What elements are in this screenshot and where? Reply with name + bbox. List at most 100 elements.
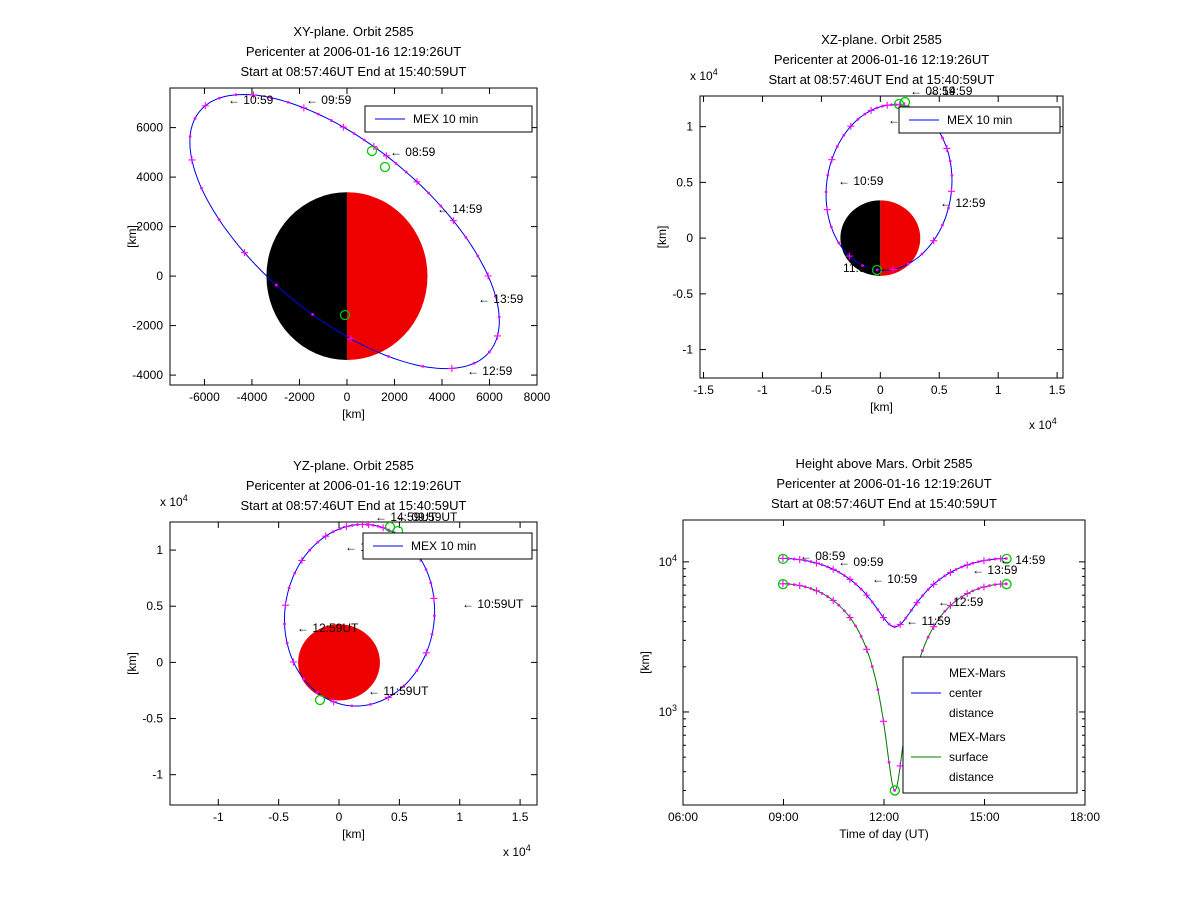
height-dot-marker xyxy=(876,608,880,612)
subplot-xy: -6000 -4000 -2000 0 2000 4000 6000 8000 -4000 -20… xyxy=(125,87,551,421)
height-dot-marker xyxy=(854,624,857,628)
y-tick-label: 4000 xyxy=(136,170,163,184)
time-annotation: ← 12:59 xyxy=(940,196,986,210)
height-dot-marker xyxy=(909,608,913,612)
x-axis-exponent: x 104 xyxy=(503,843,531,859)
orbit-plus-marker xyxy=(889,265,897,273)
y-tick-label: 0 xyxy=(156,655,163,669)
orbit-dot-marker xyxy=(826,173,830,177)
height-dot-marker xyxy=(921,649,924,653)
height-plus-marker xyxy=(963,561,971,569)
orbit-dot-marker xyxy=(387,355,390,358)
orbit-dot-marker xyxy=(394,162,398,165)
orbit-plus-marker xyxy=(281,601,289,609)
orbit-dot-marker xyxy=(285,641,289,645)
time-annotation: ← 09:59UT xyxy=(396,510,458,524)
y-tick-label: 104 xyxy=(659,553,677,569)
orbit-plus-marker xyxy=(289,658,297,666)
time-annotation: ← 09:59 xyxy=(306,93,352,107)
mars-day-half xyxy=(346,192,428,361)
plot-subtitle-pericenter: Pericenter at 2006-01-16 12:19:26UT xyxy=(773,52,990,67)
orbit-dot-marker xyxy=(906,262,910,266)
x-tick-label: -1.5 xyxy=(693,383,714,397)
time-annotation: ← 08:59 xyxy=(390,145,436,159)
subplot-height: 06:00 09:00 12:00 15:00 18:00 103 104 Time of d… xyxy=(638,519,1100,841)
y-tick-label: 103 xyxy=(659,703,677,719)
legend-entry-line: MEX-Mars xyxy=(949,666,1006,680)
height-dot-marker xyxy=(837,603,841,607)
height-dot-marker xyxy=(826,565,830,569)
orbit-plus-marker xyxy=(867,106,875,114)
orbit-dot-marker xyxy=(362,138,366,142)
y-axis-label: [km] xyxy=(125,225,139,248)
height-dot-marker xyxy=(993,557,997,561)
x-tick-label: 1 xyxy=(995,383,1002,397)
height-dot-marker xyxy=(809,560,813,564)
height-dot-marker xyxy=(809,587,813,590)
orbit-dot-marker xyxy=(487,350,491,354)
height-plus-marker xyxy=(913,599,921,607)
height-dot-marker xyxy=(803,559,807,562)
height-plus-marker xyxy=(779,554,787,562)
start-end-marker xyxy=(379,161,391,173)
height-plus-marker xyxy=(896,620,904,628)
orbit-dot-marker xyxy=(424,568,428,571)
orbit-dot-marker xyxy=(430,632,434,636)
orbit-plus-marker xyxy=(339,123,347,131)
y-axis-label: [km] xyxy=(125,652,139,675)
x-tick-label: 09:00 xyxy=(768,810,798,824)
height-dot-marker xyxy=(887,760,891,764)
height-dot-marker xyxy=(988,584,991,588)
subplot-xz-titles: XZ-plane. Orbit 2585 Pericenter at 2006-… xyxy=(700,30,1063,90)
orbit-plus-marker xyxy=(484,272,492,280)
height-dot-marker xyxy=(943,574,947,578)
start-end-marker xyxy=(314,694,326,706)
orbit-plus-marker xyxy=(384,693,392,701)
height-dot-marker xyxy=(859,587,863,591)
height-plus-marker xyxy=(863,591,871,599)
time-annotation: ← 09:59 xyxy=(838,555,884,569)
y-tick-label: -0.5 xyxy=(672,287,693,301)
orbit-dot-marker xyxy=(330,119,333,122)
orbit-markers xyxy=(188,91,501,372)
orbit-dot-marker xyxy=(217,218,221,222)
orbit-plus-marker xyxy=(342,523,350,531)
x-tick-label: 12:00 xyxy=(869,810,899,824)
orbit-plus-marker xyxy=(201,102,209,110)
plot-subtitle-pericenter: Pericenter at 2006-01-16 12:19:26UT xyxy=(776,476,992,491)
orbit-plus-marker xyxy=(358,520,366,528)
start-end-marker xyxy=(384,521,396,533)
orbit-dot-marker xyxy=(842,133,846,137)
orbit-dot-marker xyxy=(352,132,356,135)
orbit-dot-marker xyxy=(331,530,335,534)
orbit-dot-marker xyxy=(404,170,408,174)
time-annotation: ← 14:59 xyxy=(1000,553,1046,567)
orbit-dot-marker xyxy=(875,106,879,110)
x-tick-label: -0.5 xyxy=(268,810,289,824)
y-tick-label: 0 xyxy=(156,269,163,283)
legend-entry-line: surface xyxy=(949,750,989,764)
mars-disk xyxy=(298,624,380,701)
mars-day-half xyxy=(880,200,921,276)
height-dot-marker xyxy=(954,599,958,603)
height-dot-marker xyxy=(820,591,824,595)
height-plus-marker xyxy=(879,614,887,622)
orbit-dot-marker xyxy=(863,112,867,116)
x-tick-label: -0.5 xyxy=(811,383,832,397)
orbit-dot-marker xyxy=(856,117,860,121)
mars-night-half xyxy=(266,192,347,361)
orbit-dot-marker xyxy=(464,236,468,239)
orbit-dot-marker xyxy=(316,112,320,116)
y-tick-label: 0.5 xyxy=(676,175,693,189)
x-tick-label: 0.5 xyxy=(391,810,408,824)
orbit-plus-marker xyxy=(823,206,831,214)
orbit-plus-marker xyxy=(413,178,421,186)
orbit-dot-marker xyxy=(433,614,436,618)
x-tick-label: 2000 xyxy=(381,390,408,404)
orbit-dot-marker xyxy=(315,691,319,694)
orbit-plus-marker xyxy=(347,335,355,343)
legend-label: MEX 10 min xyxy=(413,112,478,126)
orbit-plus-marker xyxy=(298,556,306,564)
orbit-dot-marker xyxy=(476,254,480,258)
